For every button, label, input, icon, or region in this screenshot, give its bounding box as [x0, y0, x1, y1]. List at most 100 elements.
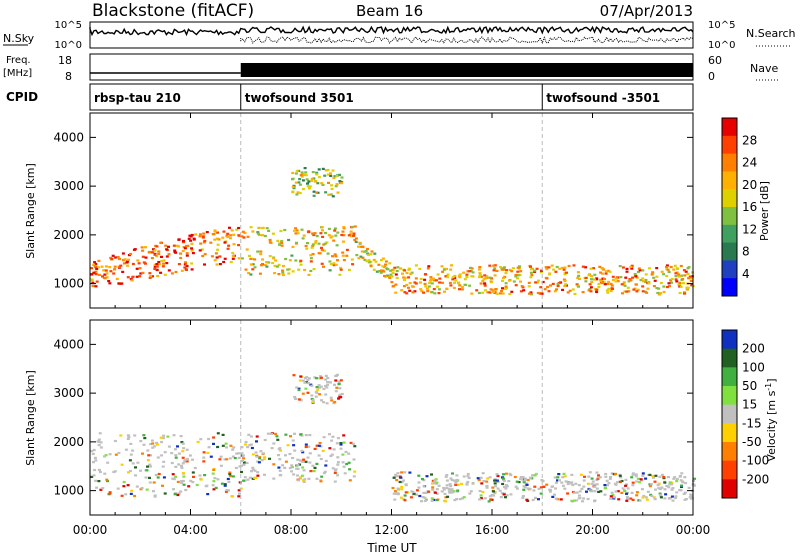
- data-cell: [204, 485, 208, 488]
- data-cell: [216, 231, 219, 234]
- data-cell: [323, 242, 327, 245]
- data-cell: [296, 458, 300, 461]
- freq-tick-bottom: 8: [65, 70, 72, 83]
- data-cell: [227, 244, 231, 247]
- data-cell: [445, 287, 449, 290]
- data-cell: [317, 168, 321, 171]
- data-cell: [210, 255, 214, 258]
- data-cell: [437, 288, 441, 291]
- data-cell: [495, 479, 499, 482]
- data-cell: [522, 488, 526, 491]
- data-cell: [226, 247, 230, 250]
- data-cell: [593, 278, 596, 281]
- beam-title: Beam 16: [356, 2, 423, 20]
- data-cell: [679, 285, 683, 288]
- data-cell: [493, 264, 497, 267]
- data-cell: [299, 399, 303, 402]
- data-cell: [488, 264, 492, 267]
- data-cell: [517, 481, 521, 484]
- data-cell: [312, 233, 316, 237]
- data-cell: [447, 490, 451, 493]
- data-cell: [97, 273, 101, 276]
- data-cell: [483, 289, 487, 292]
- data-cell: [127, 471, 130, 474]
- data-cell: [295, 241, 298, 244]
- data-cell: [590, 275, 594, 278]
- data-cell: [454, 483, 458, 486]
- data-cell: [565, 271, 568, 274]
- data-cell: [673, 476, 677, 479]
- data-cell: [355, 254, 359, 257]
- data-cell: [458, 284, 462, 287]
- data-cell: [526, 478, 530, 482]
- data-cell: [466, 480, 470, 484]
- data-cell: [690, 497, 694, 500]
- data-cell: [588, 283, 592, 286]
- data-cell: [504, 272, 508, 275]
- data-cell: [108, 492, 112, 495]
- data-cell: [231, 257, 235, 260]
- data-cell: [336, 437, 340, 440]
- data-cell: [403, 494, 407, 497]
- data-cell: [311, 243, 315, 246]
- data-cell: [625, 495, 629, 499]
- data-cell: [315, 444, 319, 447]
- data-cell: [253, 476, 257, 479]
- data-cell: [303, 478, 307, 481]
- data-cell: [418, 267, 422, 270]
- data-cell: [370, 250, 374, 253]
- data-cell: [128, 459, 132, 462]
- data-cell: [260, 227, 264, 230]
- data-cell: [403, 279, 406, 282]
- data-cell: [260, 459, 264, 462]
- data-cell: [202, 241, 206, 244]
- data-cell: [681, 278, 685, 281]
- data-cell: [118, 257, 121, 261]
- data-cell: [295, 229, 299, 232]
- data-cell: [595, 288, 599, 291]
- data-cell: [159, 271, 163, 274]
- data-cell: [198, 249, 202, 252]
- data-cell: [443, 492, 447, 495]
- data-cell: [123, 258, 127, 261]
- data-cell: [292, 473, 296, 476]
- data-cell: [271, 232, 275, 235]
- data-cell: [467, 476, 471, 480]
- data-cell: [143, 437, 147, 440]
- data-cell: [311, 400, 315, 403]
- data-cell: [126, 276, 130, 279]
- data-cell: [265, 227, 269, 230]
- data-cell: [561, 476, 565, 479]
- data-cell: [320, 182, 324, 185]
- data-cell: [272, 463, 276, 466]
- data-cell: [404, 491, 408, 494]
- data-cell: [558, 267, 562, 270]
- data-cell: [302, 480, 306, 483]
- data-cell: [258, 272, 262, 275]
- data-cell: [680, 484, 683, 487]
- data-cell: [211, 472, 215, 475]
- colorbar-tick-label: -50: [742, 435, 762, 449]
- data-cell: [498, 489, 502, 492]
- data-cell: [163, 492, 167, 495]
- data-cell: [395, 479, 399, 482]
- data-cell: [597, 286, 601, 289]
- data-cell: [501, 287, 504, 290]
- data-cell: [333, 469, 337, 472]
- data-cell: [146, 449, 150, 452]
- data-cell: [162, 460, 166, 463]
- data-cell: [433, 491, 437, 494]
- data-cell: [626, 497, 629, 500]
- data-cell: [620, 283, 624, 286]
- data-cell: [391, 268, 395, 271]
- data-cell: [311, 232, 315, 235]
- data-cell: [278, 458, 282, 461]
- data-cell: [445, 267, 448, 271]
- data-cell: [575, 499, 579, 502]
- data-cell: [301, 451, 305, 454]
- data-cell: [645, 291, 649, 294]
- data-cell: [631, 498, 635, 501]
- data-cell: [310, 177, 314, 180]
- data-cell: [621, 266, 625, 269]
